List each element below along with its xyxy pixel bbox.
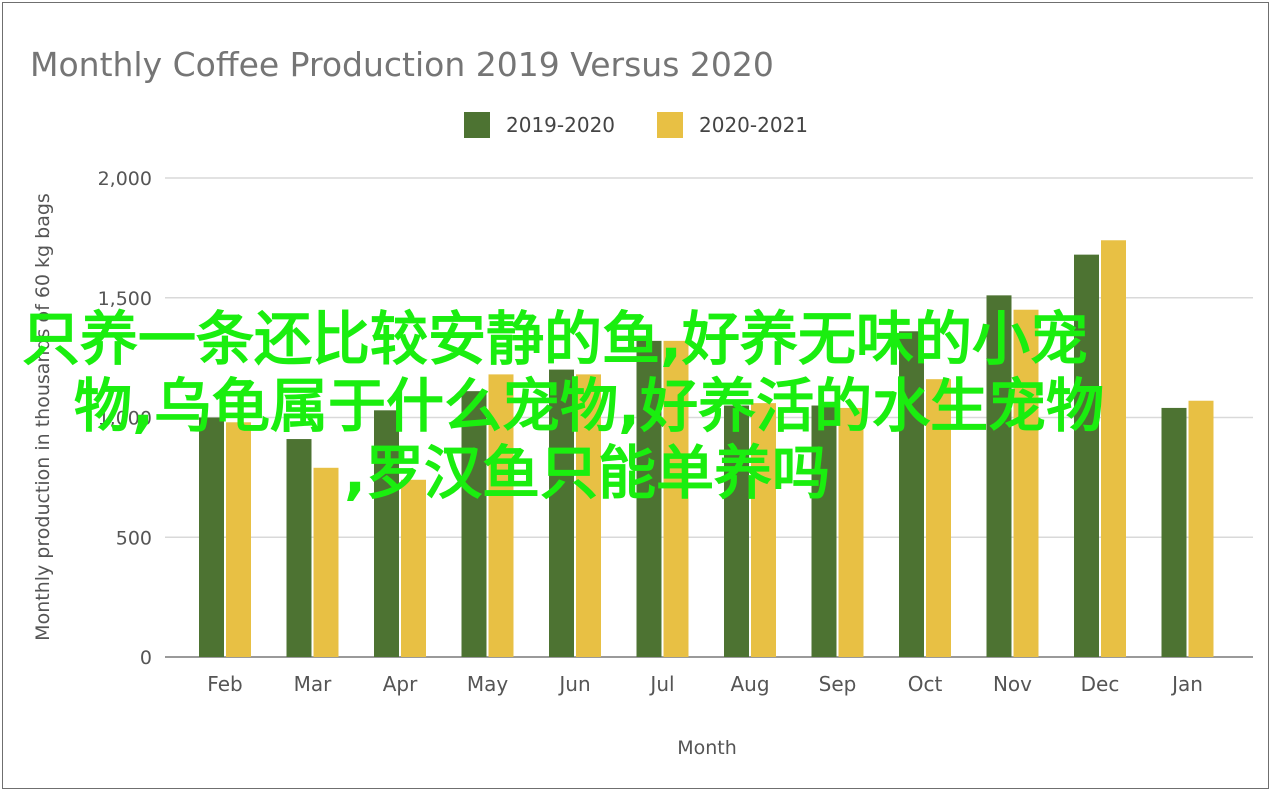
bar-2020-2021-Sep: [838, 407, 864, 657]
x-tick-label: Aug: [730, 672, 769, 696]
chart-title: Monthly Coffee Production 2019 Versus 20…: [30, 45, 774, 84]
bar-2019-2020-Mar: [286, 439, 312, 657]
bar-2019-2020-Dec: [1074, 254, 1099, 657]
legend-label: 2019-2020: [506, 113, 615, 137]
y-axis-label: Monthly production in thousands of 60 kg…: [32, 193, 54, 641]
bar-2020-2021-Nov: [1013, 309, 1039, 657]
legend-swatch: [464, 112, 490, 138]
x-tick-label: Dec: [1081, 672, 1120, 696]
legend-label: 2020-2021: [699, 113, 808, 137]
x-tick-label: Oct: [908, 672, 943, 696]
bar-2019-2020-Oct: [899, 331, 924, 657]
x-axis-ticks: Feb Mar Apr May Jun Jul Aug Sep Oct Nov Dec Jan: [207, 672, 1203, 696]
x-tick-label: Sep: [819, 672, 857, 696]
bar-2019-2020-Feb: [199, 417, 224, 657]
bar-2020-2021-May: [488, 374, 514, 657]
bar-2019-2020-Jun: [549, 369, 574, 657]
bar-2019-2020-Aug: [724, 405, 749, 657]
x-tick-label: Jan: [1170, 672, 1203, 696]
chart-legend: 2019-2020 2020-2021: [464, 112, 808, 138]
bar-2020-2021-Apr: [401, 479, 426, 657]
chart-grid: [165, 177, 1253, 658]
bar-2019-2020-Jul: [636, 340, 662, 657]
x-tick-label: May: [467, 672, 509, 696]
y-tick-label: 1,000: [98, 408, 152, 430]
legend-swatch: [657, 112, 683, 138]
bar-2019-2020-Jan: [1161, 407, 1187, 657]
x-tick-label: Mar: [294, 672, 333, 696]
bar-2020-2021-Feb: [226, 422, 251, 657]
bar-2019-2020-Sep: [811, 405, 837, 657]
bar-2020-2021-Aug: [751, 403, 776, 657]
bar-2020-2021-Jan: [1188, 400, 1214, 657]
x-axis-label: Month: [677, 737, 737, 759]
y-tick-label: 1,500: [98, 288, 152, 310]
x-tick-label: Nov: [993, 672, 1032, 696]
bar-2020-2021-Jun: [576, 374, 601, 657]
x-tick-label: Apr: [383, 672, 418, 696]
bar-2019-2020-Apr: [374, 410, 399, 657]
y-tick-label: 2,000: [98, 168, 152, 190]
bar-2020-2021-Oct: [926, 379, 951, 657]
bar-2020-2021-Jul: [663, 340, 689, 657]
x-tick-label: Jul: [648, 672, 674, 696]
chart-bars: [199, 240, 1214, 657]
bar-2020-2021-Mar: [313, 467, 339, 657]
y-tick-label: 0: [140, 647, 152, 669]
y-tick-label: 500: [116, 527, 152, 549]
bar-2020-2021-Dec: [1101, 240, 1126, 657]
bar-2019-2020-Nov: [986, 295, 1012, 657]
x-tick-label: Jun: [557, 672, 590, 696]
y-axis-ticks: 0 500 1,000 1,500 2,000: [98, 168, 152, 669]
x-tick-label: Feb: [207, 672, 242, 696]
bar-2019-2020-May: [461, 391, 487, 657]
